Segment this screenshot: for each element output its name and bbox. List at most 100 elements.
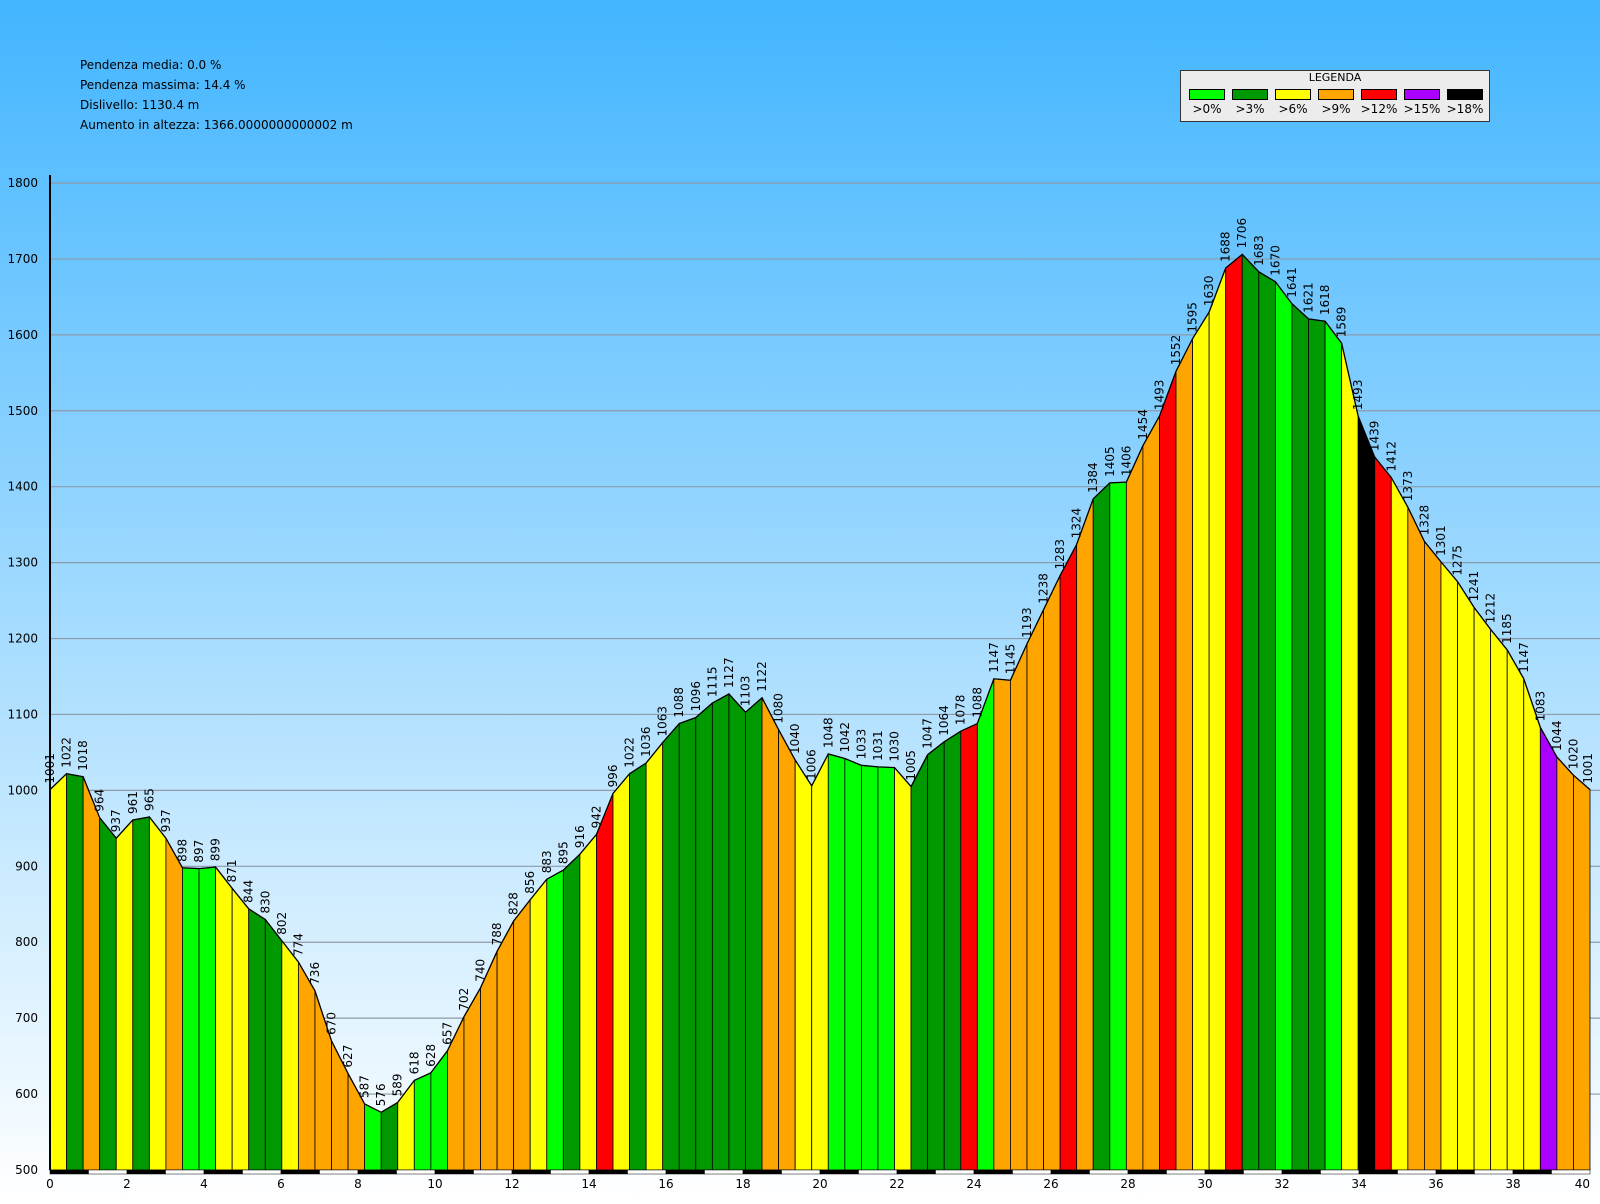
x-tick-label: 24 [966, 1177, 981, 1191]
x-tick-label: 6 [277, 1177, 285, 1191]
y-tick-label: 1300 [7, 556, 38, 570]
elevation-label: 1406 [1119, 446, 1133, 477]
slope-segment [761, 697, 780, 1171]
elevation-label: 1439 [1368, 421, 1382, 452]
slope-segment [645, 741, 664, 1171]
legend-item-3: >9% [1316, 89, 1356, 119]
elevation-label: 1103 [738, 676, 752, 707]
x-tick-label: 40 [1575, 1177, 1590, 1191]
slope-segment [860, 764, 879, 1171]
distance-scale-segment [896, 1169, 936, 1175]
slope-segment [529, 878, 548, 1171]
elevation-label: 587 [358, 1075, 372, 1098]
elevation-label: 736 [308, 962, 322, 985]
slope-segment [943, 730, 962, 1171]
slope-segment [1357, 415, 1376, 1171]
distance-scale-segment [1127, 1169, 1167, 1175]
y-tick-label: 900 [15, 859, 38, 873]
elevation-label: 1022 [60, 737, 74, 768]
slope-segment [1573, 774, 1591, 1171]
elevation-label: 1122 [755, 661, 769, 692]
x-tick-label: 20 [812, 1177, 827, 1191]
elevation-label: 1006 [805, 749, 819, 780]
slope-segment [496, 920, 515, 1171]
slope-segment [1010, 643, 1028, 1171]
elevation-label: 1147 [1517, 642, 1531, 673]
slope-segment [1539, 725, 1558, 1171]
elevation-label: 1595 [1186, 302, 1200, 333]
distance-scale-segment [1435, 1169, 1475, 1175]
distance-scale-segment [1166, 1169, 1206, 1175]
profile-outline [49, 253, 1591, 1114]
slope-segment [728, 692, 746, 1171]
elevation-label: 1031 [871, 730, 885, 761]
elevation-label: 576 [374, 1083, 388, 1106]
elevation-label: 856 [523, 871, 537, 894]
legend-label: >0% [1192, 102, 1222, 116]
slope-segment [1159, 371, 1177, 1171]
slope-segment [115, 818, 134, 1171]
slope-segment [148, 815, 167, 1171]
elevation-label: 1018 [76, 740, 90, 771]
slope-segment [1407, 507, 1425, 1171]
slope-segment [413, 1072, 432, 1171]
elevation-label: 961 [126, 791, 140, 814]
elevation-label: 996 [606, 765, 620, 788]
slope-segment [678, 716, 697, 1171]
elevation-label: 1001 [43, 753, 57, 784]
elevation-label: 1147 [987, 642, 1001, 673]
elevation-label: 1238 [1037, 573, 1051, 604]
elevation-label: 1670 [1268, 245, 1282, 276]
distance-scale-segment [1012, 1169, 1052, 1175]
slope-segment [1457, 580, 1475, 1171]
distance-scale-segment [1397, 1169, 1437, 1175]
elevation-label: 589 [391, 1074, 405, 1097]
profile-line [49, 253, 1591, 1114]
elevation-label: 1193 [1020, 607, 1034, 638]
y-tick-label: 1500 [7, 404, 38, 418]
elevation-label: 1048 [821, 717, 835, 748]
elevation-label: 1328 [1417, 505, 1431, 536]
elevation-label: 1030 [888, 731, 902, 762]
slope-segment [546, 869, 564, 1171]
x-tick-label: 8 [354, 1177, 362, 1191]
legend-label: >9% [1321, 102, 1351, 116]
slope-segment [579, 833, 597, 1171]
distance-scale-segment [357, 1169, 397, 1175]
x-tick-label: 22 [889, 1177, 904, 1191]
slope-segment [927, 740, 945, 1171]
elevation-label: 618 [407, 1052, 421, 1075]
distance-scale-segment [858, 1169, 898, 1175]
elevation-label: 702 [457, 988, 471, 1011]
slope-segment [1258, 271, 1276, 1171]
slope-segment [1059, 544, 1078, 1171]
distance-scale-segment [1551, 1169, 1591, 1175]
y-tick-label: 1100 [7, 707, 38, 721]
elevation-label: 1275 [1451, 545, 1465, 576]
elevation-label: 1493 [1152, 380, 1166, 411]
y-tick-label: 1200 [7, 632, 38, 646]
max-slope-text: Pendenza massima: 14.4 % [80, 78, 246, 92]
elevation-label: 1096 [689, 681, 703, 712]
slope-segment [1341, 343, 1359, 1171]
elevation-label: 1001 [1581, 753, 1595, 784]
elevation-label: 1115 [705, 667, 719, 698]
elevation-label: 1036 [639, 727, 653, 758]
legend-item-4: >12% [1359, 89, 1399, 119]
elevation-label: 1283 [1053, 539, 1067, 570]
distance-scale-segment [1512, 1169, 1552, 1175]
slope-segment [1440, 560, 1458, 1171]
slope-segment [132, 816, 150, 1171]
distance-scale-segment [665, 1169, 705, 1175]
slope-segment [480, 951, 498, 1171]
elevation-label: 1047 [921, 718, 935, 749]
elevation-label: 871 [225, 859, 239, 882]
slope-segment [1142, 414, 1160, 1171]
distance-scale-segment [1320, 1169, 1360, 1175]
elevation-label: 1324 [1070, 508, 1084, 539]
distance-scale-segment [935, 1169, 975, 1175]
legend-label: >3% [1235, 102, 1265, 116]
elevation-label: 1080 [772, 693, 786, 724]
axes: 500 600 700 800 900 1000 1100 1200 1300 1400 1500 1… [7, 175, 1591, 1191]
